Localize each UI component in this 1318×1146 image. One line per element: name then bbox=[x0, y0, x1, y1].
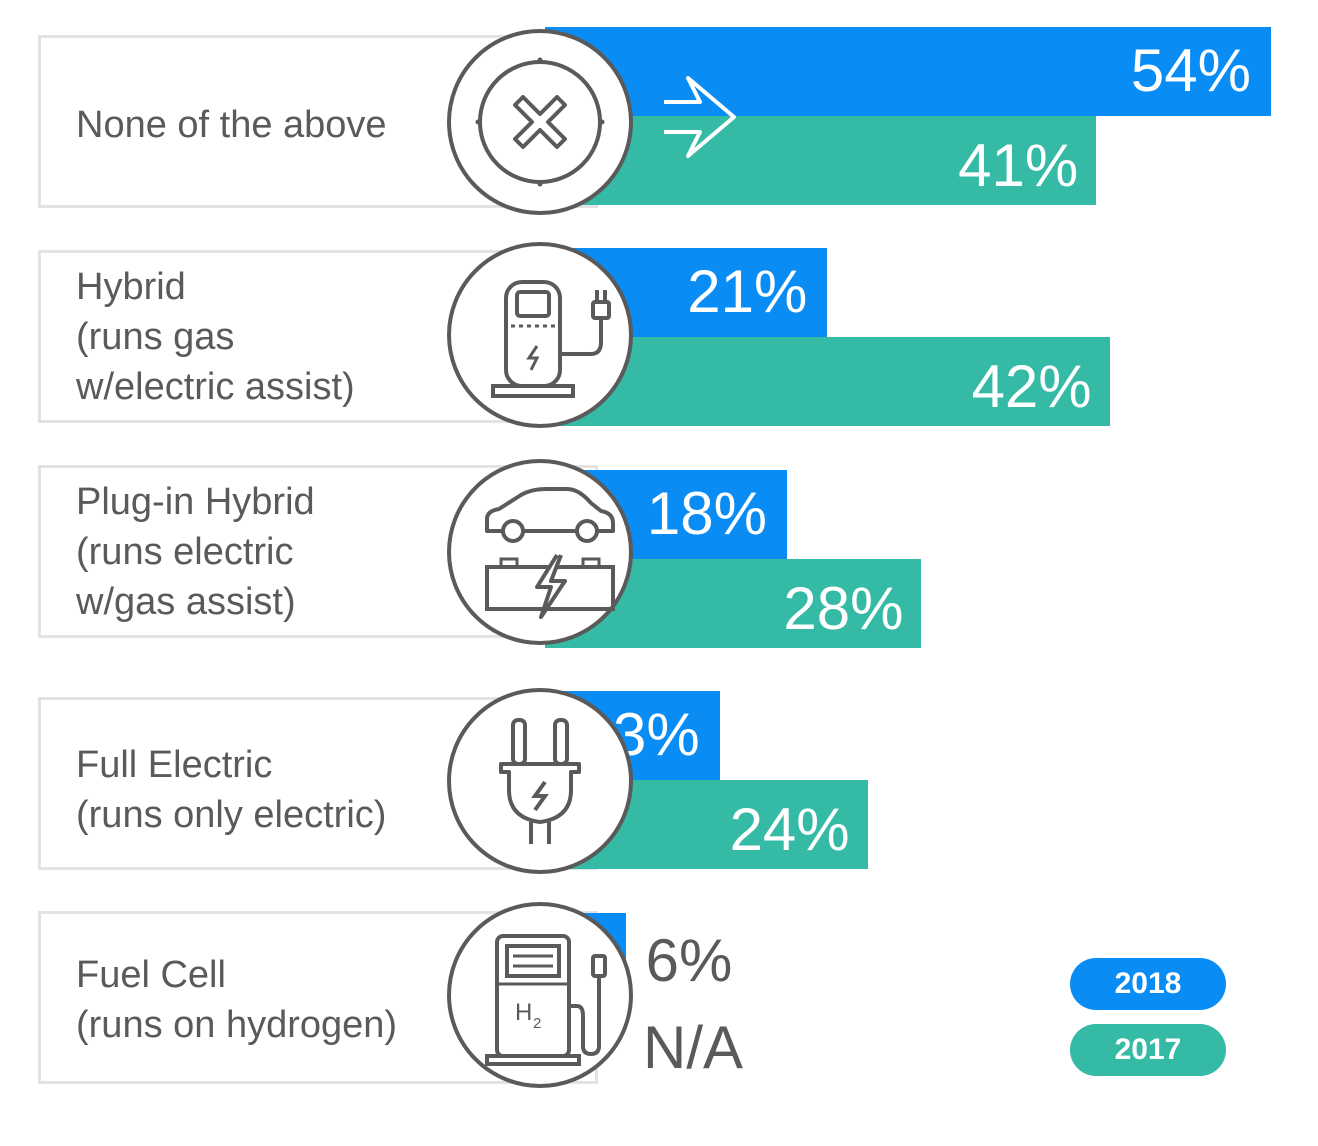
bar-label-2017: 24% bbox=[729, 796, 850, 863]
hydrogen-pump-icon: H 2 bbox=[485, 934, 607, 1066]
category-label: Fuel Cell (runs on hydrogen) bbox=[76, 954, 398, 1046]
x-mark-icon bbox=[475, 57, 605, 187]
legend-item-2017: 2017 bbox=[1070, 1024, 1226, 1076]
bar-label-2018: 54% bbox=[1130, 37, 1251, 104]
category-icon-circle bbox=[447, 688, 633, 874]
svg-text:2: 2 bbox=[533, 1015, 541, 1032]
bar-2017 bbox=[545, 116, 1097, 205]
bar-label-2017: 28% bbox=[783, 575, 904, 642]
arrow-right-icon bbox=[664, 76, 736, 158]
legend-item-2018: 2018 bbox=[1070, 958, 1226, 1010]
category-label: Hybrid (runs gas w/electric assist) bbox=[76, 266, 355, 408]
category-icon-circle bbox=[447, 459, 633, 645]
bar-label-2018: 6% bbox=[645, 927, 733, 994]
category-label: None of the above bbox=[76, 104, 387, 146]
car-battery-icon bbox=[485, 487, 615, 619]
bar-label-2018: 18% bbox=[646, 480, 767, 547]
bar-label-2017: 42% bbox=[971, 353, 1092, 420]
category-icon-circle bbox=[447, 29, 633, 215]
category-icon-circle bbox=[447, 242, 633, 428]
bar-label-2017: 41% bbox=[958, 132, 1079, 199]
svg-text:H: H bbox=[515, 999, 532, 1026]
bar-2017 bbox=[545, 337, 1110, 426]
charging-station-icon bbox=[491, 280, 611, 398]
bar-label-2017: N/A bbox=[643, 1014, 744, 1081]
category-label: Plug-in Hybrid (runs electric w/gas assi… bbox=[76, 481, 315, 623]
electric-plug-icon bbox=[499, 718, 581, 844]
bar-label-2018: 21% bbox=[687, 258, 808, 325]
category-icon-circle: H 2 bbox=[447, 902, 633, 1088]
category-label: Full Electric (runs only electric) bbox=[76, 744, 387, 836]
